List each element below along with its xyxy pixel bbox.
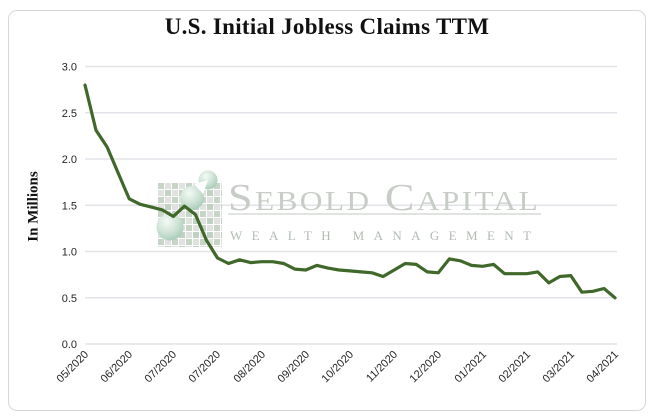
x-tick-label: 11/2020 [364, 349, 400, 385]
x-tick-label: 07/2020 [187, 349, 224, 386]
x-tick-label: 04/2021 [585, 349, 622, 386]
x-tick-label: 01/2021 [453, 349, 490, 386]
jobless-claims-line-series [83, 83, 617, 300]
y-tick-label: 1.5 [62, 200, 77, 212]
x-tick-label: 07/2020 [143, 349, 180, 386]
x-tick-label: 10/2020 [320, 349, 357, 386]
logo-sphere-icon [156, 213, 184, 241]
x-tick-label: 03/2021 [541, 349, 578, 386]
logo-pie-notch [194, 180, 208, 194]
y-tick-label: 0.0 [62, 339, 77, 351]
x-tick-label: 05/2020 [55, 349, 92, 386]
x-tick-label: 06/2020 [99, 349, 136, 386]
y-tick-label: 1.0 [62, 247, 77, 259]
x-tick-label: 12/2020 [408, 349, 445, 386]
x-tick-label: 02/2021 [497, 349, 534, 386]
y-tick-label: 2.5 [62, 108, 77, 120]
watermark-tagline: WEALTH MANAGEMENT [230, 228, 538, 243]
y-tick-label: 3.0 [62, 62, 77, 74]
x-tick-label: 09/2020 [276, 349, 313, 386]
logo-sphere-icon [180, 186, 204, 210]
watermark-name: Sebold Capital [228, 177, 540, 219]
gridlines [85, 65, 617, 345]
sebold-capital-watermark: Sebold Capital WEALTH MANAGEMENT [156, 170, 541, 247]
y-tick-label: 2.0 [62, 154, 77, 166]
chart-title: U.S. Initial Jobless Claims TTM [164, 14, 490, 39]
x-tick-label: 08/2020 [232, 349, 269, 386]
y-axis-ticks: 3.0 2.5 2.0 1.5 1.0 0.5 0.0 [62, 62, 77, 352]
x-axis-ticks: 05/2020 06/2020 07/2020 07/2020 08/2020 … [55, 349, 622, 386]
y-tick-label: 0.5 [62, 293, 77, 305]
